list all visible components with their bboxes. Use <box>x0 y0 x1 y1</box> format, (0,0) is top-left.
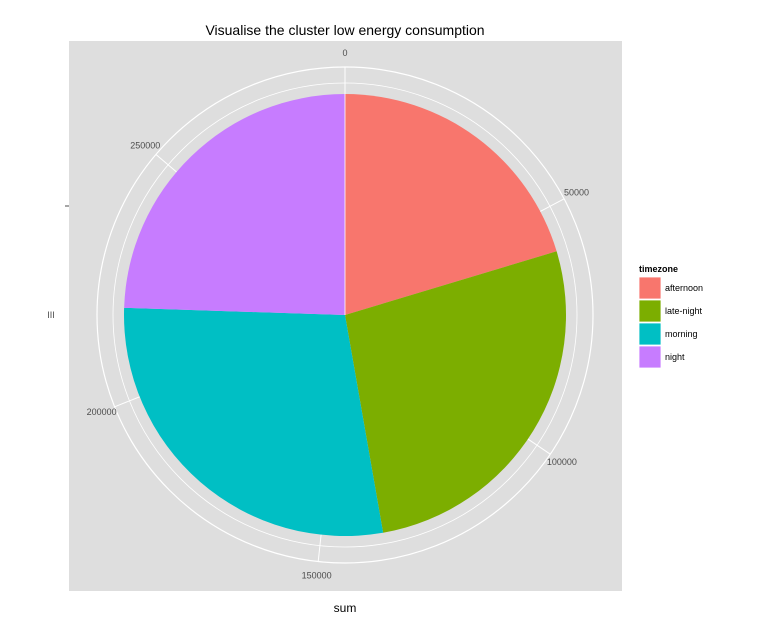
legend-title: timezone <box>639 264 678 274</box>
radial-tick-label: 150000 <box>302 570 332 580</box>
legend-label-late-night: late-night <box>665 306 703 316</box>
legend-label-night: night <box>665 352 685 362</box>
radial-tick-label: 100000 <box>547 457 577 467</box>
legend-key-night <box>638 345 662 369</box>
radial-tick-label: 50000 <box>564 187 589 197</box>
chart-title: Visualise the cluster low energy consump… <box>205 22 484 38</box>
radial-tick-label: 200000 <box>87 407 117 417</box>
x-axis-title: sum <box>334 601 357 615</box>
y-axis-label-marks: III <box>47 310 55 320</box>
pie-slices <box>123 94 567 536</box>
legend-key-late-night <box>638 299 662 323</box>
legend-label-afternoon: afternoon <box>665 283 703 293</box>
legend: timezone afternoon late-night morning night <box>638 264 703 369</box>
legend-label-morning: morning <box>665 329 698 339</box>
radial-tick-label: 0 <box>342 48 347 58</box>
pie-slice-afternoon <box>345 94 557 315</box>
legend-key-afternoon <box>638 276 662 300</box>
legend-key-morning <box>638 322 662 346</box>
pie-slice-late-night <box>345 251 567 533</box>
radial-tick-labels: 0 50000 100000 150000 200000 250000 <box>87 48 589 580</box>
pie-slice-night <box>124 94 345 315</box>
pie-slice-morning <box>123 307 384 536</box>
radial-tick-label: 250000 <box>130 140 160 150</box>
